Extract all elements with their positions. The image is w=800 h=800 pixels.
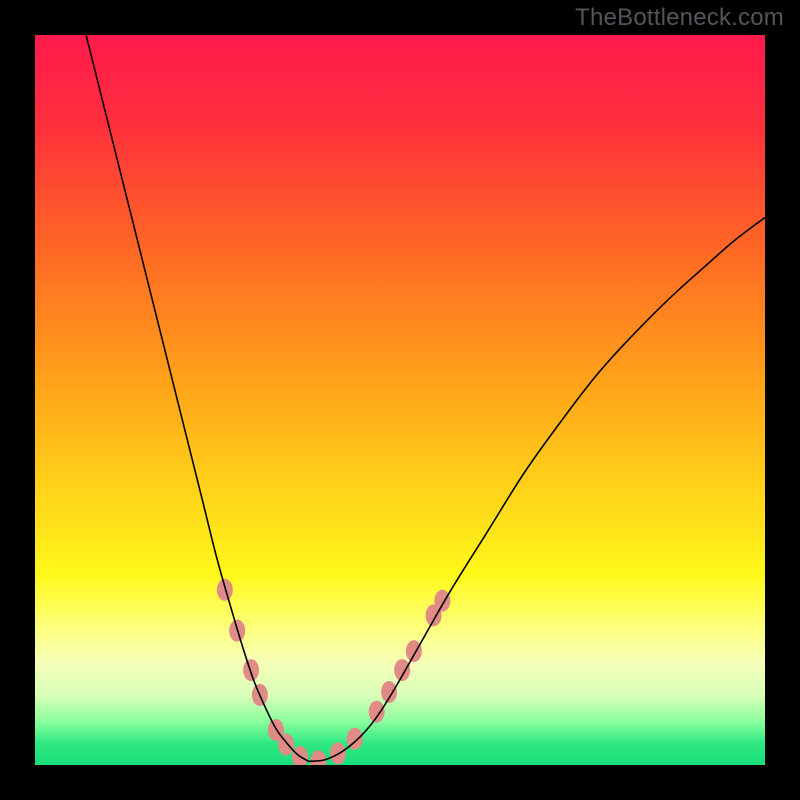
chart-frame: TheBottleneck.com [0, 0, 800, 800]
marker-point [381, 681, 397, 703]
plot-area [35, 35, 765, 765]
background-gradient [35, 35, 765, 765]
marker-point [406, 640, 422, 662]
marker-point [278, 734, 294, 756]
marker-point [434, 590, 450, 612]
marker-point [217, 579, 233, 601]
marker-point [243, 659, 259, 681]
marker-point [394, 659, 410, 681]
watermark-text: TheBottleneck.com [575, 4, 784, 32]
chart-svg [35, 35, 765, 765]
marker-point [369, 701, 385, 723]
